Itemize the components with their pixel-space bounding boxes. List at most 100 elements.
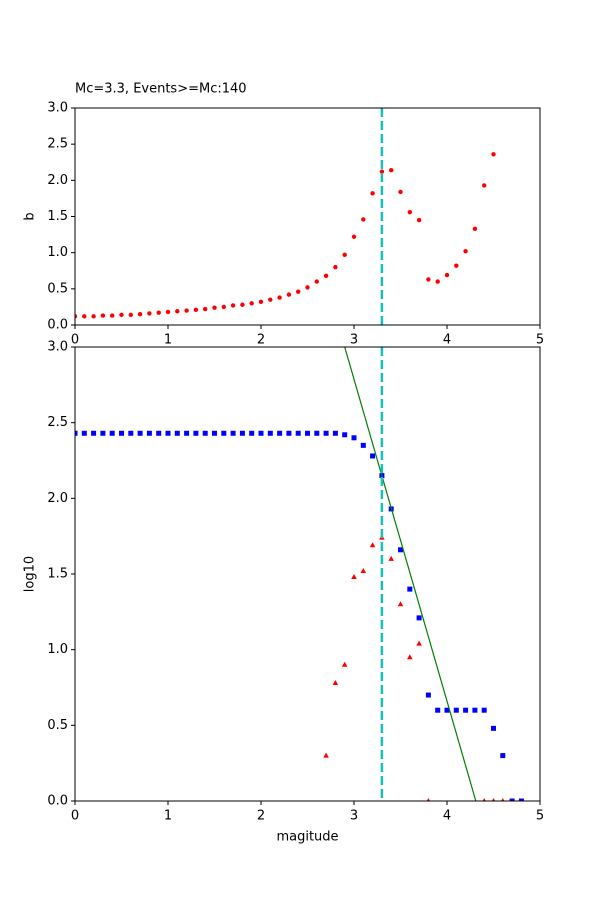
point [435, 279, 440, 284]
point [332, 430, 338, 436]
point [342, 432, 348, 438]
point [203, 306, 208, 312]
x-tick-label: 4 [443, 809, 451, 824]
x-tick-label: 2 [257, 333, 265, 348]
point [361, 217, 366, 222]
point [305, 285, 310, 290]
y-tick-label: 2.0 [47, 173, 68, 188]
point [323, 430, 329, 436]
axes-frame [74, 346, 541, 802]
point [175, 309, 180, 314]
point [453, 707, 459, 713]
point [444, 272, 450, 278]
point [82, 314, 87, 319]
y-tick-label: 2.0 [47, 491, 68, 506]
point [221, 430, 227, 436]
point [296, 289, 301, 294]
point [425, 692, 431, 698]
y-axis-label: log10 [23, 556, 38, 592]
point [341, 661, 348, 667]
point [398, 547, 403, 553]
point [351, 234, 357, 239]
point [286, 292, 292, 297]
point [240, 302, 245, 307]
point [75, 314, 78, 319]
point [351, 574, 357, 580]
point [444, 707, 450, 713]
point [369, 542, 376, 548]
point [435, 707, 441, 713]
point [509, 798, 515, 801]
point [230, 303, 236, 308]
point [91, 430, 97, 436]
x-tick-label: 0 [71, 333, 79, 348]
point [128, 312, 133, 318]
y-tick-label: 1.5 [47, 567, 68, 582]
point [202, 430, 208, 436]
point [165, 430, 171, 436]
point [491, 725, 496, 731]
plot-area [75, 108, 496, 325]
point [277, 295, 282, 300]
x-tick-label: 0 [71, 809, 79, 824]
x-tick-label: 1 [164, 809, 172, 824]
y-tick-label: 2.5 [47, 415, 68, 430]
point [249, 430, 255, 436]
point [305, 430, 310, 436]
point [277, 430, 283, 436]
point [91, 314, 96, 319]
point [128, 430, 134, 436]
point [518, 798, 524, 801]
point [147, 311, 152, 316]
point [351, 435, 357, 441]
point [416, 615, 422, 621]
point [137, 311, 143, 317]
point [258, 299, 264, 305]
point [454, 263, 459, 268]
point [360, 442, 366, 448]
point [314, 279, 319, 284]
point [398, 189, 403, 195]
point [314, 430, 320, 436]
point [482, 183, 487, 188]
x-tick-label: 5 [536, 333, 544, 348]
y-tick-label: 1.0 [47, 245, 68, 260]
point [407, 586, 413, 592]
y-tick-label: 1.0 [47, 642, 68, 657]
point [370, 191, 375, 196]
point [472, 226, 478, 231]
point [407, 209, 412, 215]
point [426, 277, 431, 282]
point [100, 430, 106, 436]
point [156, 430, 162, 436]
point [286, 430, 292, 436]
y-tick-label: 3.0 [47, 101, 68, 116]
point [482, 798, 486, 801]
point [212, 430, 217, 436]
point [500, 753, 506, 759]
x-tick-label: 3 [350, 333, 358, 348]
point [501, 798, 505, 801]
point [184, 308, 189, 313]
point [267, 430, 273, 436]
point [221, 304, 226, 310]
point [397, 601, 404, 607]
point [407, 654, 413, 660]
point [174, 430, 180, 436]
point [472, 707, 478, 713]
y-tick-label: 0.0 [47, 318, 68, 333]
point [239, 430, 245, 436]
point [165, 309, 171, 315]
plot-area [75, 347, 524, 801]
chart-title: Mc=3.3, Events>=Mc:140 [75, 82, 247, 97]
point [119, 430, 124, 436]
y-axis-label: b [23, 212, 38, 220]
point [137, 430, 143, 436]
y-tick-label: 2.5 [47, 137, 68, 152]
point [110, 313, 115, 318]
point [258, 430, 264, 436]
point [230, 430, 236, 436]
point [156, 310, 161, 315]
x-tick-label: 3 [350, 809, 358, 824]
